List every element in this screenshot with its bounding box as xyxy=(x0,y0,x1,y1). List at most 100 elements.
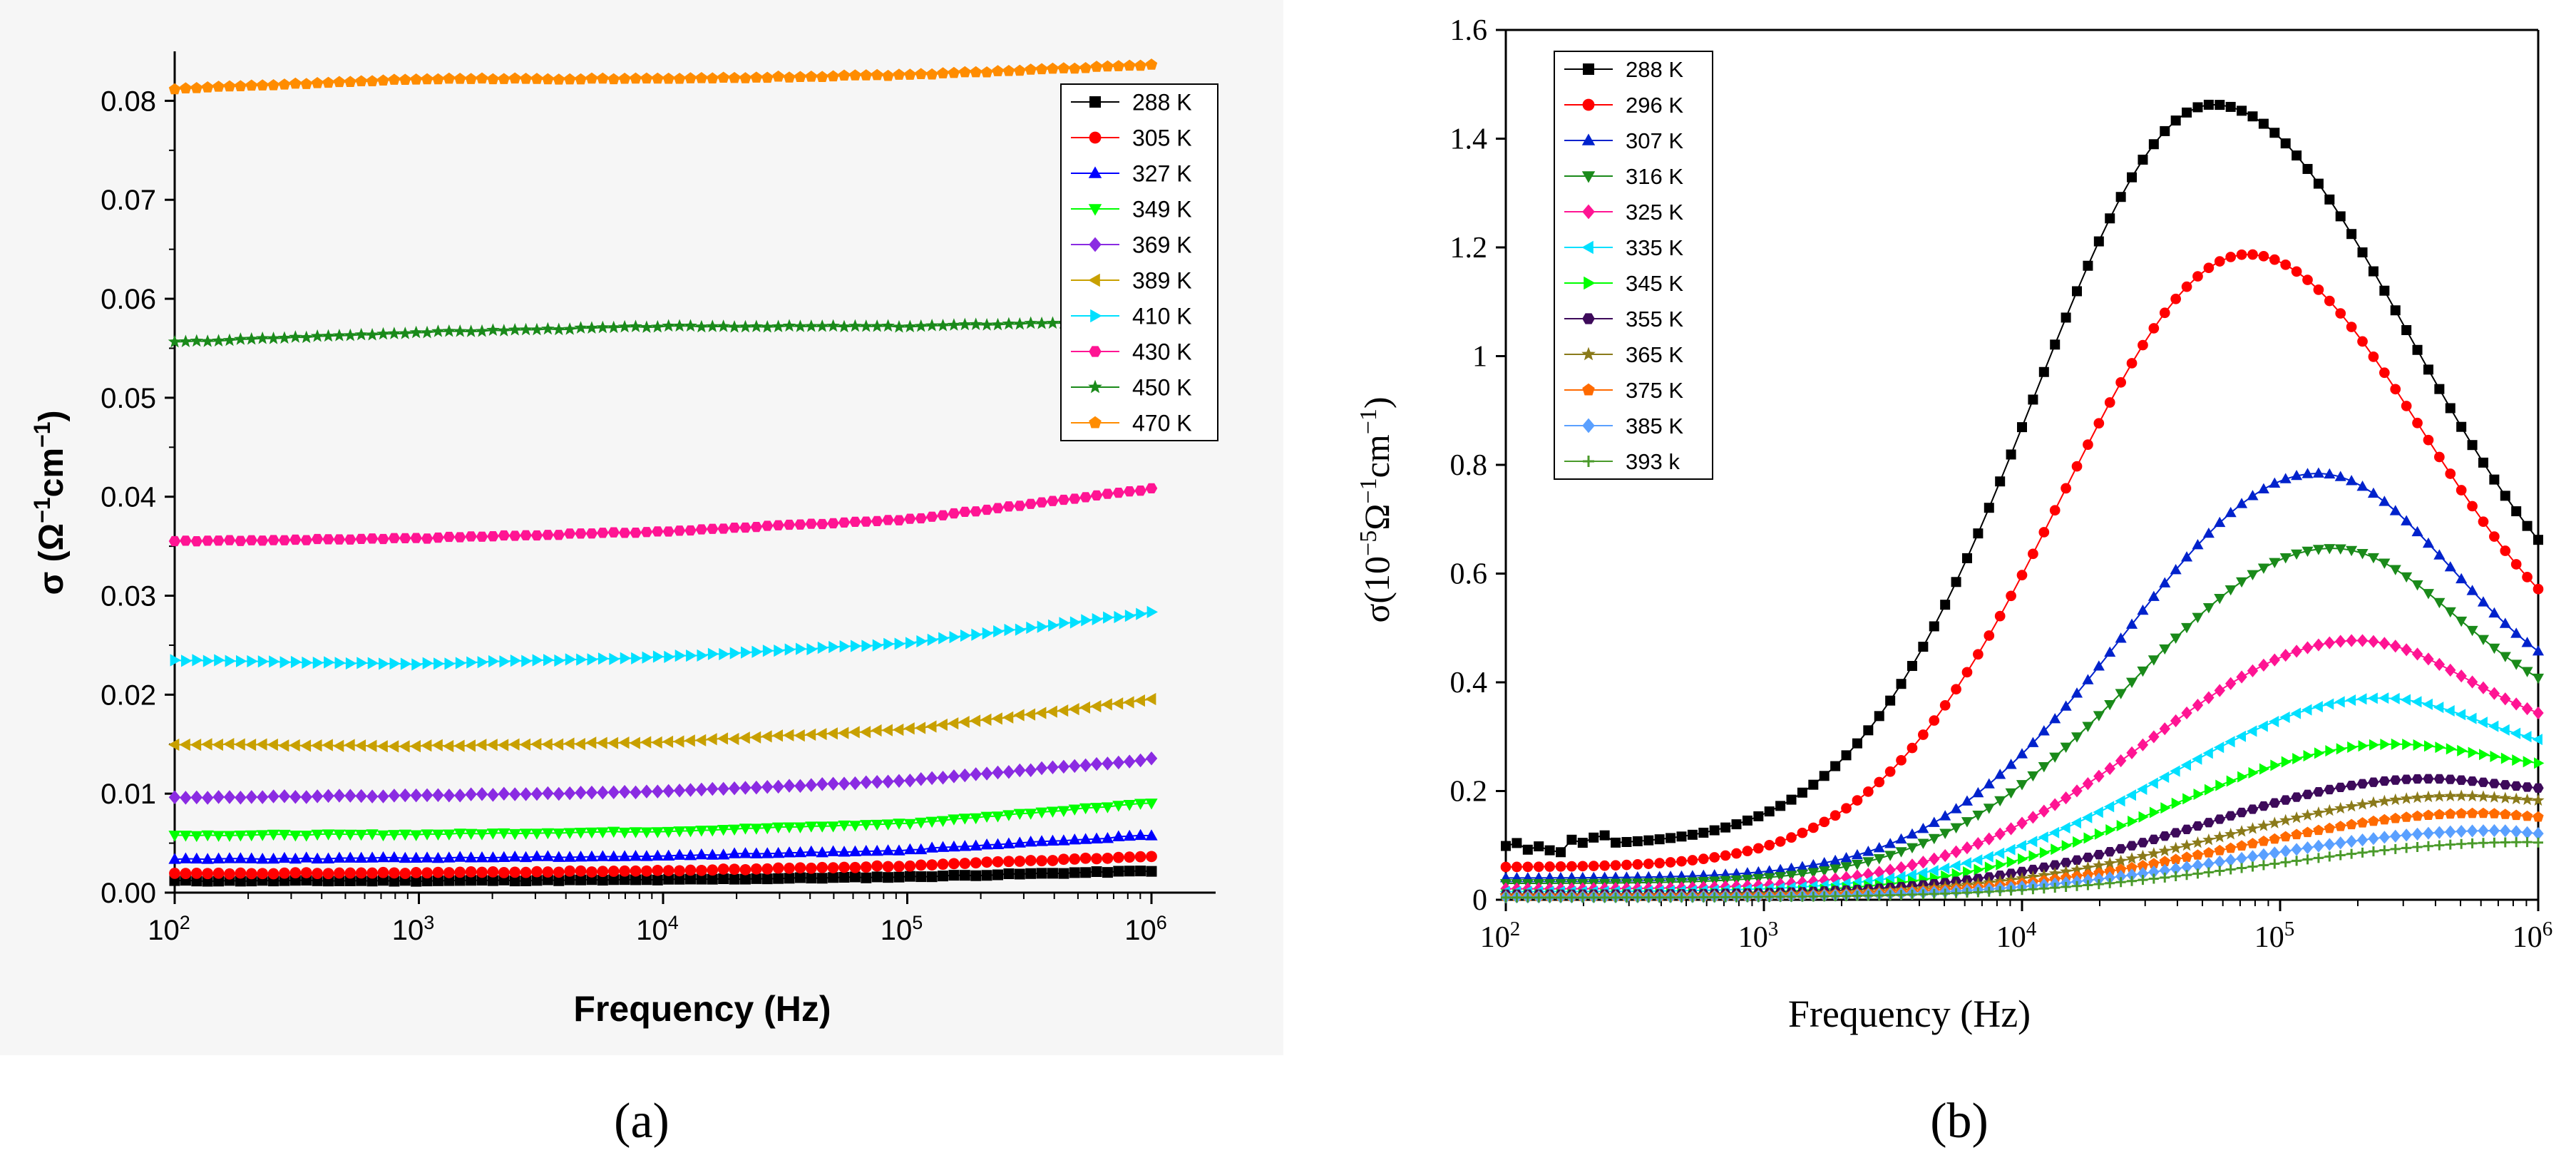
panel-b-data-point xyxy=(2467,440,2478,451)
panel-a-data-point xyxy=(509,866,521,878)
panel-a-data-point xyxy=(861,872,872,883)
panel-b-data-point xyxy=(2147,655,2160,666)
panel-b-data-point xyxy=(2038,831,2048,843)
panel-b-data-point xyxy=(2257,819,2270,831)
panel-a-data-point xyxy=(727,319,742,333)
panel-a-data-point xyxy=(915,68,927,80)
panel-a-data-point xyxy=(487,531,499,542)
panel-a-data-point xyxy=(871,860,883,872)
panel-a-data-point xyxy=(222,737,235,751)
panel-a-data-point xyxy=(279,656,291,669)
panel-a-data-point xyxy=(947,717,959,730)
panel-a-data-point xyxy=(651,849,664,861)
panel-a-data-point xyxy=(992,856,1004,868)
panel-b-data-point xyxy=(2313,839,2324,853)
panel-b-data-point xyxy=(2478,807,2489,818)
panel-b-data-point xyxy=(2038,883,2049,894)
panel-a-data-point xyxy=(904,513,916,524)
panel-b-data-point xyxy=(2291,843,2302,856)
panel-a-data-point xyxy=(936,718,948,732)
panel-a-data-point xyxy=(1025,836,1037,847)
panel-a-data-point xyxy=(662,735,674,748)
panel-a-data-point xyxy=(311,829,324,841)
panel-a-data-point xyxy=(356,875,367,886)
panel-b-data-point xyxy=(2181,551,2193,562)
panel-a-data-point xyxy=(893,861,905,873)
panel-a-data-point xyxy=(190,536,203,547)
panel-a-data-point xyxy=(695,782,708,797)
panel-b-legend-marker xyxy=(1581,133,1596,145)
panel-b-data-point xyxy=(2401,774,2412,784)
panel-a-data-point xyxy=(641,865,652,877)
panel-a-data-point xyxy=(761,873,773,885)
panel-b-data-point xyxy=(1917,822,1929,833)
panel-a-data-point xyxy=(948,508,960,519)
panel-a-data-point xyxy=(1002,501,1015,512)
panel-b-data-point xyxy=(1950,803,1962,813)
panel-a-data-point xyxy=(805,71,818,82)
panel-b-data-point xyxy=(2236,577,2248,588)
panel-a-data-point xyxy=(1090,490,1103,501)
panel-a-data-point xyxy=(289,330,302,343)
panel-a-data-point xyxy=(278,535,291,545)
panel-b-data-point xyxy=(2357,847,2368,858)
panel-a-data-point xyxy=(520,787,532,801)
panel-a-data-point xyxy=(761,520,774,531)
panel-a-data-point xyxy=(192,654,203,667)
panel-b-data-point xyxy=(2433,549,2446,560)
panel-a-data-point xyxy=(388,533,401,543)
panel-b-data-point xyxy=(2159,644,2171,655)
panel-a-data-point xyxy=(1112,851,1124,863)
panel-b-data-point xyxy=(2401,515,2413,525)
panel-b-data-point xyxy=(2356,480,2369,491)
panel-b-data-point xyxy=(2125,677,2138,688)
panel-b-data-point xyxy=(2225,585,2237,596)
panel-a-data-point xyxy=(289,852,302,864)
panel-b-data-point xyxy=(1643,835,1654,846)
panel-b-data-point xyxy=(2433,826,2446,839)
panel-b-data-point xyxy=(2533,535,2543,545)
panel-b-data-point xyxy=(2389,692,2400,704)
panel-b-data-point xyxy=(1928,865,1939,877)
panel-a-data-point xyxy=(575,874,587,886)
panel-a-data-point xyxy=(1112,697,1124,710)
panel-b-data-point xyxy=(1676,892,1687,903)
panel-a-data-point xyxy=(707,647,719,660)
panel-a-data-point xyxy=(607,785,620,799)
panel-a-data-point xyxy=(794,71,806,83)
panel-a-data-point xyxy=(542,874,553,886)
panel-a-data-point xyxy=(597,528,609,538)
panel-a-data-point xyxy=(1114,610,1125,624)
panel-a-data-point xyxy=(247,655,258,668)
panel-b-data-point xyxy=(2192,849,2204,860)
panel-a-data-point xyxy=(837,319,851,333)
panel-b-data-point xyxy=(2246,822,2259,834)
panel-a-data-point xyxy=(180,868,192,880)
panel-b-data-point xyxy=(1851,860,1863,871)
panel-b-data-point xyxy=(2202,602,2215,614)
panel-b-data-point xyxy=(2368,635,2379,648)
panel-b-data-point xyxy=(2050,339,2061,350)
panel-a-data-point xyxy=(672,319,687,332)
panel-a-data-point xyxy=(575,73,587,85)
panel-a-data-point xyxy=(431,851,445,863)
panel-b-data-point xyxy=(2356,548,2369,560)
panel-b-data-point xyxy=(2500,491,2510,501)
panel-b-x-axis-label: Frequency (Hz) xyxy=(1788,992,2031,1035)
panel-a-data-point xyxy=(454,866,466,878)
panel-b-data-point xyxy=(2511,837,2522,848)
panel-a-data-point xyxy=(771,729,784,742)
panel-b-data-point xyxy=(2061,483,2071,494)
panel-a-data-point xyxy=(969,714,981,727)
panel-b-data-point xyxy=(2160,802,2171,814)
panel-a-data-point xyxy=(652,784,664,799)
panel-a-data-point xyxy=(212,334,225,347)
panel-b-data-point xyxy=(2488,779,2500,789)
panel-b-data-point xyxy=(2137,860,2149,871)
panel-a-data-point xyxy=(982,627,994,640)
panel-b-data-point xyxy=(2258,835,2269,846)
panel-b-data-point xyxy=(2532,794,2545,806)
panel-a-y-axis-label: σ (Ω−1cm−1) xyxy=(29,411,71,595)
panel-a-data-point xyxy=(674,650,687,662)
panel-b-data-point xyxy=(2510,825,2522,838)
